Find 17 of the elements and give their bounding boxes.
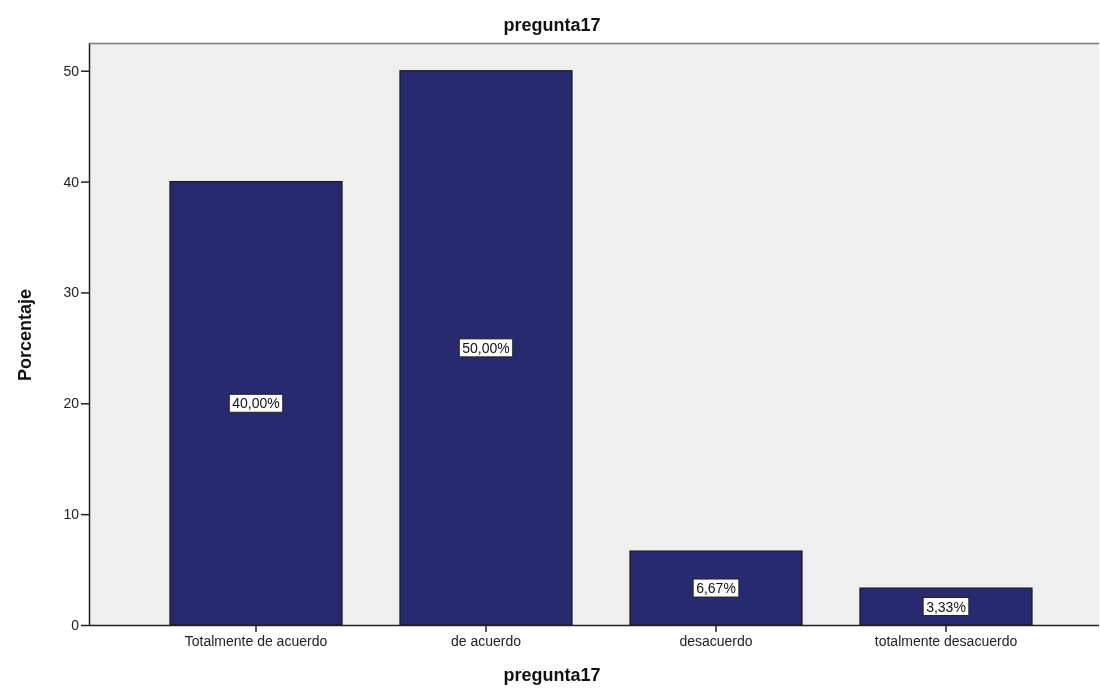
y-tick-label: 0: [71, 616, 80, 633]
y-tick-label: 40: [63, 173, 80, 190]
data-label: 50,00%: [462, 339, 510, 356]
x-tick-label: de acuerdo: [450, 632, 522, 649]
x-axis-title: pregunta17: [503, 665, 601, 685]
data-label: 40,00%: [232, 395, 280, 412]
data-label: 6,67%: [696, 580, 736, 597]
y-axis-title: Porcentaje: [15, 288, 35, 382]
y-tick-label: 50: [63, 62, 80, 79]
x-tick-label: desacuerdo: [679, 632, 753, 649]
y-tick-label: 20: [63, 395, 80, 412]
y-tick-label: 10: [63, 506, 80, 523]
y-tick-label: 30: [63, 284, 80, 301]
x-tick-label: Totalmente de acuerdo: [184, 632, 328, 649]
x-tick-label: totalmente desacuerdo: [874, 632, 1018, 649]
data-label: 3,33%: [926, 598, 966, 615]
chart-title: pregunta17: [503, 15, 601, 35]
